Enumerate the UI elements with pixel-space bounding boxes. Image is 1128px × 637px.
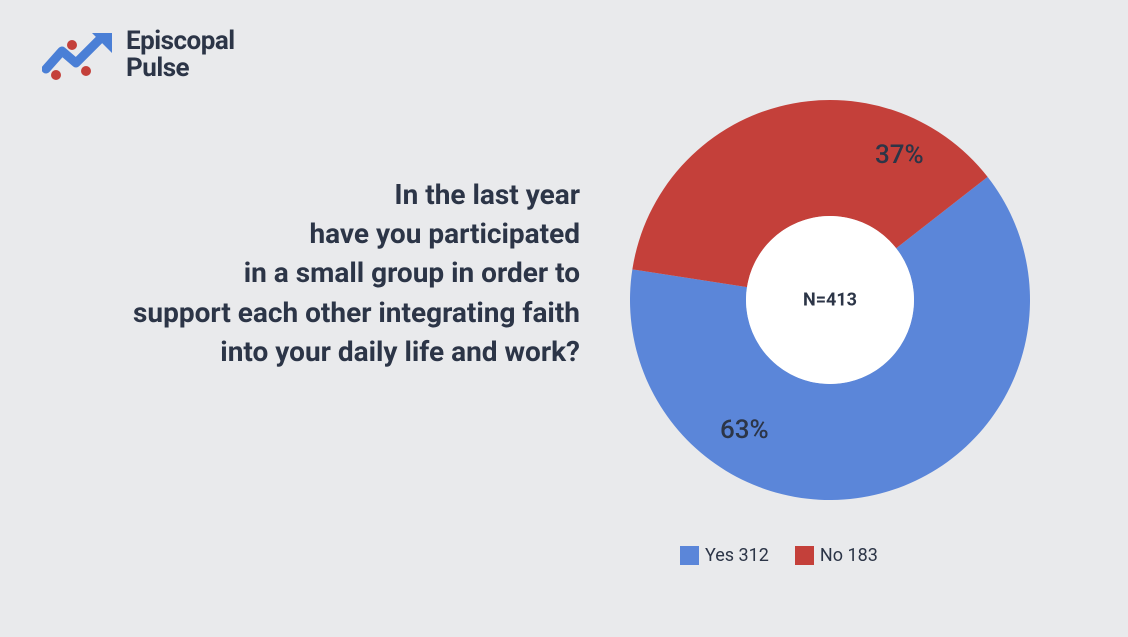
brand-logo: Episcopal Pulse [42, 28, 235, 83]
legend-item-no: No 183 [795, 545, 878, 566]
logo-mark-icon [42, 29, 114, 81]
legend-swatch-yes [680, 546, 699, 565]
survey-question: In the last year have you participated i… [60, 175, 580, 371]
slice-percent-yes: 63% [720, 415, 769, 445]
chart-center-n: N=413 [803, 290, 857, 311]
slice-percent-no: 37% [875, 140, 924, 170]
question-line: into your daily life and work? [60, 332, 580, 371]
question-line: In the last year [60, 175, 580, 214]
logo-text: Episcopal Pulse [126, 28, 235, 83]
donut-chart: N=413 63% 37% [610, 80, 1050, 520]
question-line: have you participated [60, 214, 580, 253]
question-line: in a small group in order to [60, 253, 580, 292]
legend-item-yes: Yes 312 [680, 545, 769, 566]
logo-line-1: Episcopal [126, 28, 235, 55]
question-line: support each other integrating faith [60, 293, 580, 332]
legend-label-no: No 183 [820, 545, 878, 566]
logo-line-2: Pulse [126, 55, 235, 82]
legend-label-yes: Yes 312 [705, 545, 769, 566]
chart-legend: Yes 312 No 183 [680, 545, 878, 566]
legend-swatch-no [795, 546, 814, 565]
